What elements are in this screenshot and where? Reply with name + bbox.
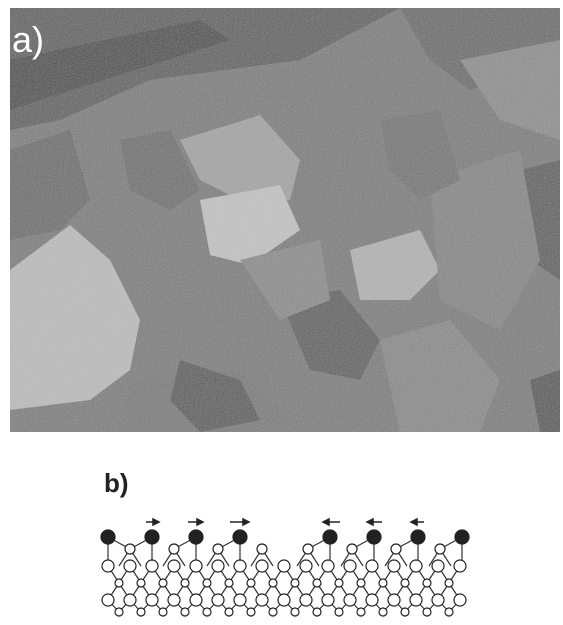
atom [190,594,202,606]
panel-label: a) [12,19,44,60]
surface-atom [455,530,469,544]
atom [124,594,136,606]
panel-label: b) [104,468,129,498]
atom [234,560,246,572]
atom [247,608,255,616]
atom [124,560,136,572]
atom [146,594,158,606]
atom [181,608,189,616]
figure: a) b) [0,0,563,625]
atom [291,579,299,587]
atom [366,560,378,572]
surface-atom [101,530,115,544]
atom [432,560,444,572]
atom [379,608,387,616]
atom [423,579,431,587]
atom [278,594,290,606]
atom [181,579,189,587]
atom [344,594,356,606]
atom [435,544,445,554]
atom [256,560,268,572]
atom [257,544,267,554]
atom [247,579,255,587]
atomic-model [101,530,469,616]
atom [454,594,466,606]
atom [322,560,334,572]
atom [335,608,343,616]
atom [357,608,365,616]
atom [102,560,114,572]
atom [313,579,321,587]
page: a) b) (() => { const data = JSON.parse(d… [0,0,563,625]
atom [102,594,114,606]
atom [335,579,343,587]
atom [168,594,180,606]
atom [391,544,401,554]
atom [410,594,422,606]
atom [137,608,145,616]
atom [445,608,453,616]
atom [300,594,312,606]
atom [303,544,313,554]
atom [313,608,321,616]
atom [213,544,223,554]
atom [203,579,211,587]
atom [291,608,299,616]
surface-atom [323,530,337,544]
surface-atom [145,530,159,544]
atom [168,560,180,572]
atom [159,608,167,616]
surface-atom [367,530,381,544]
atom [357,579,365,587]
atom [203,608,211,616]
atom [347,544,357,554]
atom [432,594,444,606]
arrows [146,519,424,525]
atom [212,560,224,572]
atom [423,608,431,616]
atom [454,560,466,572]
atom [190,560,202,572]
atom [401,608,409,616]
atom [256,594,268,606]
surface-atom [233,530,247,544]
atom [278,560,290,572]
atom [366,594,378,606]
atom [388,560,400,572]
atom [225,608,233,616]
atom [159,579,167,587]
atom [234,594,246,606]
atom [379,579,387,587]
atom [401,579,409,587]
atom [300,560,312,572]
atom [269,579,277,587]
atom [115,608,123,616]
atom [225,579,233,587]
atom [115,579,123,587]
atom [212,594,224,606]
atom [410,560,422,572]
atom [322,594,334,606]
atom [137,579,145,587]
atom [125,544,135,554]
stm-image [10,8,560,432]
atom [388,594,400,606]
atom [344,560,356,572]
surface-atom [411,530,425,544]
atom [146,560,158,572]
atom [445,579,453,587]
surface-atom [189,530,203,544]
atom [269,608,277,616]
atom [169,544,179,554]
